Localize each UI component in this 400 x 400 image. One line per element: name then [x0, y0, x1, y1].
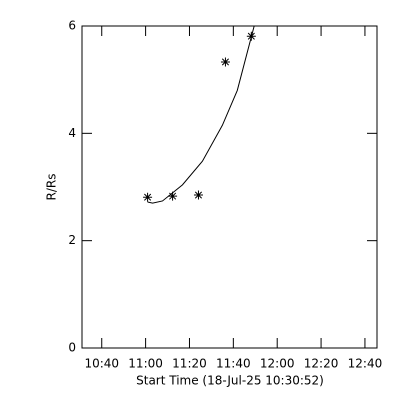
x-axis-label: Start Time (18-Jul-25 10:30:52)	[136, 374, 324, 388]
fit-curve	[147, 25, 255, 204]
x-tick-label: 11:40	[216, 357, 251, 371]
y-tick-label: 4	[68, 126, 76, 140]
x-tick-label: 12:00	[260, 357, 295, 371]
y-axis-label: R/Rs	[45, 174, 59, 201]
x-tick-label: 10:40	[84, 357, 119, 371]
y-tick-label: 6	[68, 19, 76, 33]
x-tick-label: 11:20	[172, 357, 207, 371]
y-tick-label: 2	[68, 233, 76, 247]
data-point	[168, 191, 178, 201]
data-point	[143, 192, 153, 202]
x-tick-label: 12:40	[348, 357, 383, 371]
data-point	[220, 57, 230, 67]
data-point	[246, 31, 256, 41]
x-tick-label: 11:00	[128, 357, 163, 371]
x-tick-label: 12:20	[304, 357, 339, 371]
plot-frame	[81, 25, 378, 349]
data-point	[193, 190, 203, 200]
y-tick-label: 0	[68, 341, 76, 355]
